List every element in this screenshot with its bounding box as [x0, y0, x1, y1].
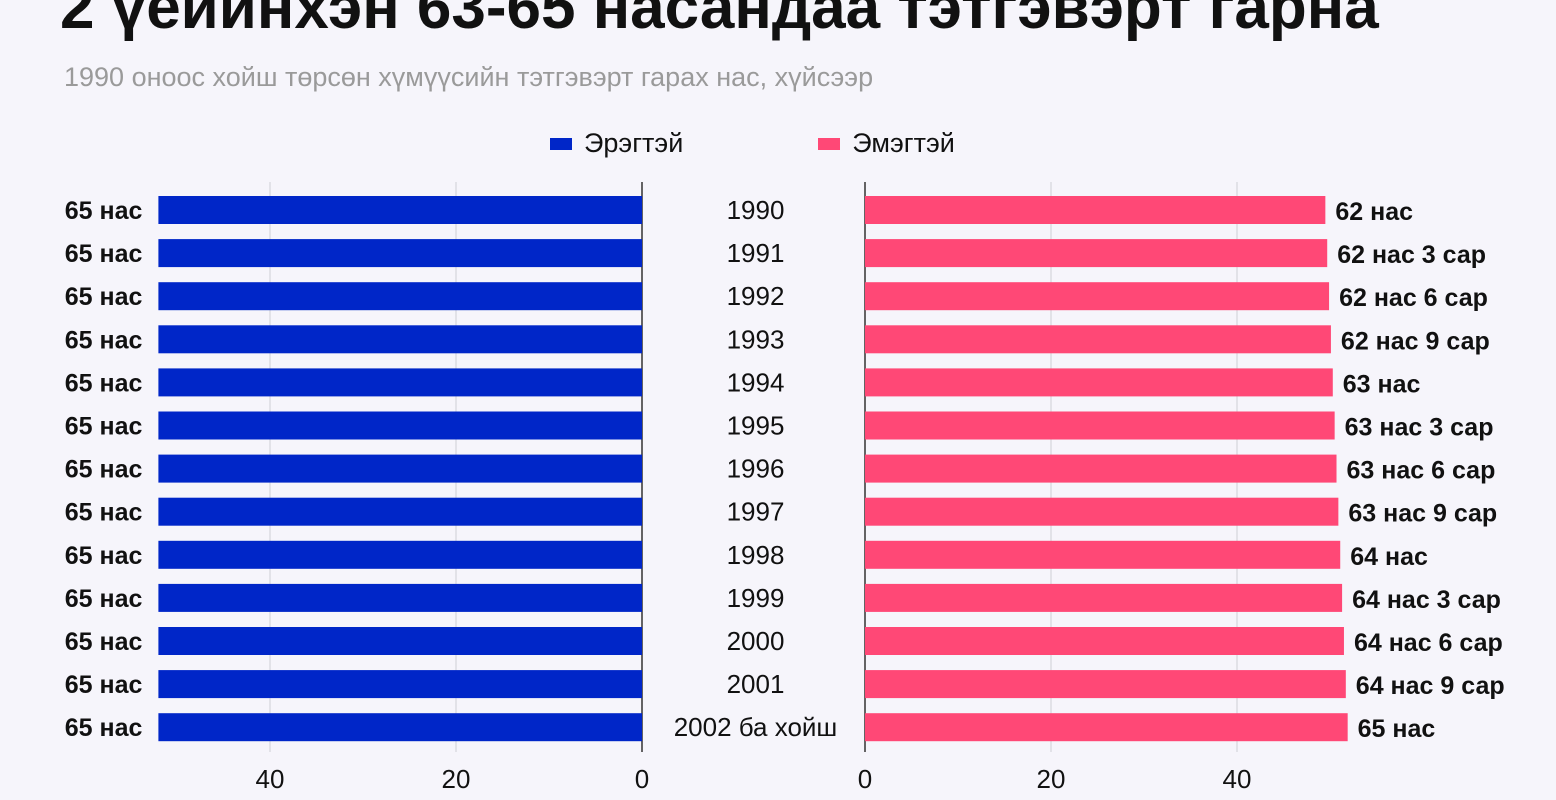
- data-label-men-1999: 65 нас: [65, 585, 143, 613]
- bar-women-1993: [865, 325, 1331, 354]
- data-label-women-1992: 62 нас 6 сар: [1339, 284, 1488, 312]
- bar-men-2001: [158, 670, 642, 699]
- bar-women-1999: [865, 583, 1343, 612]
- bar-men-1993: [158, 325, 642, 354]
- category-label-1992: 1992: [727, 281, 785, 311]
- bar-women-1994: [865, 368, 1333, 397]
- category-label-1998: 1998: [727, 540, 785, 570]
- data-label-women-1997: 63 нас 9 сар: [1348, 500, 1497, 528]
- bar-women-1995: [865, 411, 1335, 440]
- bar-women-1991: [865, 239, 1328, 268]
- data-label-men-1990: 65 нас: [65, 197, 143, 225]
- category-label-1997: 1997: [727, 497, 785, 527]
- data-label-women-1990: 62 нас: [1335, 198, 1413, 226]
- data-label-men-1992: 65 нас: [65, 283, 143, 311]
- bar-men-1995: [158, 411, 642, 440]
- bar-women-1997: [865, 497, 1339, 526]
- chart-title: 2 үеийнхэн 63-65 насандаа тэтгэвэрт гарн…: [60, 0, 1379, 42]
- data-label-women-1995: 63 нас 3 сар: [1345, 414, 1494, 442]
- data-label-men-1995: 65 нас: [65, 413, 143, 441]
- data-label-women-1994: 63 нас: [1343, 370, 1421, 398]
- category-label-1994: 1994: [727, 367, 785, 397]
- data-label-women-1999: 64 нас 3 сар: [1352, 586, 1501, 614]
- bar-men-1991: [158, 239, 642, 268]
- data-label-women-1993: 62 нас 9 сар: [1341, 327, 1490, 355]
- data-label-men-1997: 65 нас: [65, 499, 143, 527]
- category-label-1991: 1991: [727, 238, 785, 268]
- x-tick-label-left-0: 0: [635, 764, 649, 794]
- legend-swatch-women: [818, 137, 841, 150]
- bar-men-1998: [158, 540, 642, 569]
- bar-women-1990: [865, 196, 1326, 224]
- legend-item-women: Эмэгтэй: [818, 128, 955, 159]
- data-label-women-1991: 62 нас 3 сар: [1337, 241, 1486, 269]
- bar-men-1990: [158, 196, 642, 224]
- bar-women-2001: [865, 670, 1346, 699]
- category-label-1993: 1993: [727, 324, 785, 354]
- chart-subtitle: 1990 оноос хойш төрсөн хүмүүсийн тэтгэвэ…: [64, 62, 874, 92]
- x-tick-label-left-20: 20: [442, 764, 471, 794]
- data-label-men-1991: 65 нас: [65, 240, 143, 268]
- category-label-1995: 1995: [727, 411, 785, 441]
- category-label-1999: 1999: [727, 583, 785, 613]
- bar-women-2002 ба хойш: [865, 713, 1348, 742]
- data-label-men-2001: 65 нас: [65, 671, 143, 699]
- x-tick-label-right-20: 20: [1037, 764, 1066, 794]
- bar-women-1992: [865, 282, 1330, 311]
- data-label-women-1996: 63 нас 6 сар: [1347, 457, 1496, 485]
- x-tick-label-right-40: 40: [1223, 764, 1252, 794]
- legend-swatch-men: [550, 137, 572, 150]
- data-label-women-2000: 64 нас 6 сар: [1354, 629, 1503, 657]
- bar-men-1994: [158, 368, 642, 397]
- bar-men-1992: [158, 282, 642, 311]
- category-label-2001: 2001: [727, 669, 785, 699]
- data-label-men-2000: 65 нас: [65, 628, 143, 656]
- data-label-women-2002 ба хойш: 65 нас: [1358, 715, 1436, 743]
- data-label-women-2001: 64 нас 9 сар: [1356, 672, 1505, 700]
- bar-men-1997: [158, 497, 642, 526]
- bar-men-1996: [158, 454, 642, 483]
- category-label-1996: 1996: [727, 454, 785, 484]
- x-tick-label-left-40: 40: [256, 764, 285, 794]
- bar-women-1996: [865, 454, 1337, 483]
- data-label-men-1994: 65 нас: [65, 369, 143, 397]
- bar-women-2000: [865, 627, 1344, 655]
- legend: Эрэгтэй Эмэгтэй: [550, 128, 1090, 159]
- legend-label-men: Эрэгтэй: [584, 128, 684, 158]
- bar-women-1998: [865, 540, 1341, 569]
- bar-men-1999: [158, 583, 642, 612]
- data-label-women-1998: 64 нас: [1350, 543, 1428, 571]
- x-tick-label-right-0: 0: [858, 764, 872, 794]
- category-label-1990: 1990: [727, 195, 785, 225]
- data-label-men-2002 ба хойш: 65 нас: [65, 714, 143, 742]
- data-label-men-1993: 65 нас: [65, 326, 143, 354]
- bar-men-2000: [158, 627, 642, 655]
- category-label-2000: 2000: [727, 626, 785, 656]
- legend-item-men: Эрэгтэй: [550, 128, 683, 159]
- data-label-men-1996: 65 нас: [65, 456, 143, 484]
- legend-label-women: Эмэгтэй: [852, 128, 955, 158]
- bar-men-2002 ба хойш: [158, 713, 642, 742]
- category-label-2002 ба хойш: 2002 ба хойш: [674, 712, 838, 742]
- data-label-men-1998: 65 нас: [65, 542, 143, 570]
